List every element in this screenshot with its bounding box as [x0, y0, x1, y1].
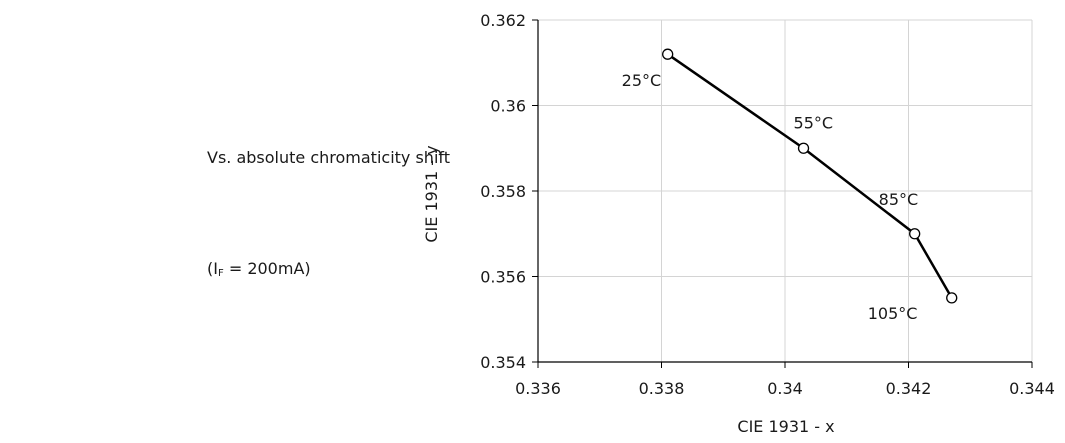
data-point: [946, 292, 958, 304]
x-tick-labels: 0.336 0.338 0.34 0.342 0.344: [515, 379, 1055, 398]
data-point-label: 105°C: [868, 304, 918, 323]
condition-prefix: (I: [207, 259, 218, 278]
x-tick-label: 0.344: [1009, 379, 1055, 398]
x-tick-label: 0.342: [886, 379, 932, 398]
data-point: [797, 142, 810, 154]
data-point-label: 55°C: [794, 113, 834, 132]
x-tick-label: 0.336: [515, 379, 561, 398]
y-tick-label: 0.36: [490, 97, 526, 116]
y-axis-title: CIE 1931 - y: [422, 145, 441, 242]
chart-description: Vs. absolute chromaticity shift: [207, 148, 451, 167]
axes: [532, 19, 1033, 368]
data-point-label: 25°C: [622, 71, 662, 90]
series-line: [666, 53, 953, 299]
x-tick-label: 0.338: [639, 379, 685, 398]
y-tick-label: 0.356: [480, 268, 526, 287]
data-point-label: 85°C: [879, 190, 919, 209]
y-tick-label: 0.354: [480, 353, 526, 372]
y-tick-labels: 0.354 0.356 0.358 0.36 0.362: [480, 11, 526, 372]
data-point: [909, 228, 921, 240]
x-tick-label: 0.34: [767, 379, 803, 398]
y-tick-label: 0.362: [480, 11, 526, 30]
data-series: 25°C 55°C 85°C 105°C: [622, 48, 958, 323]
condition-suffix: = 200mA): [223, 259, 311, 278]
test-condition: (IF = 200mA): [207, 259, 311, 279]
condition-subscript: F: [217, 268, 224, 279]
grid-lines: [538, 19, 1033, 362]
y-tick-label: 0.358: [480, 182, 526, 201]
data-point: [662, 48, 674, 60]
x-axis-title: CIE 1931 - x: [737, 417, 834, 436]
